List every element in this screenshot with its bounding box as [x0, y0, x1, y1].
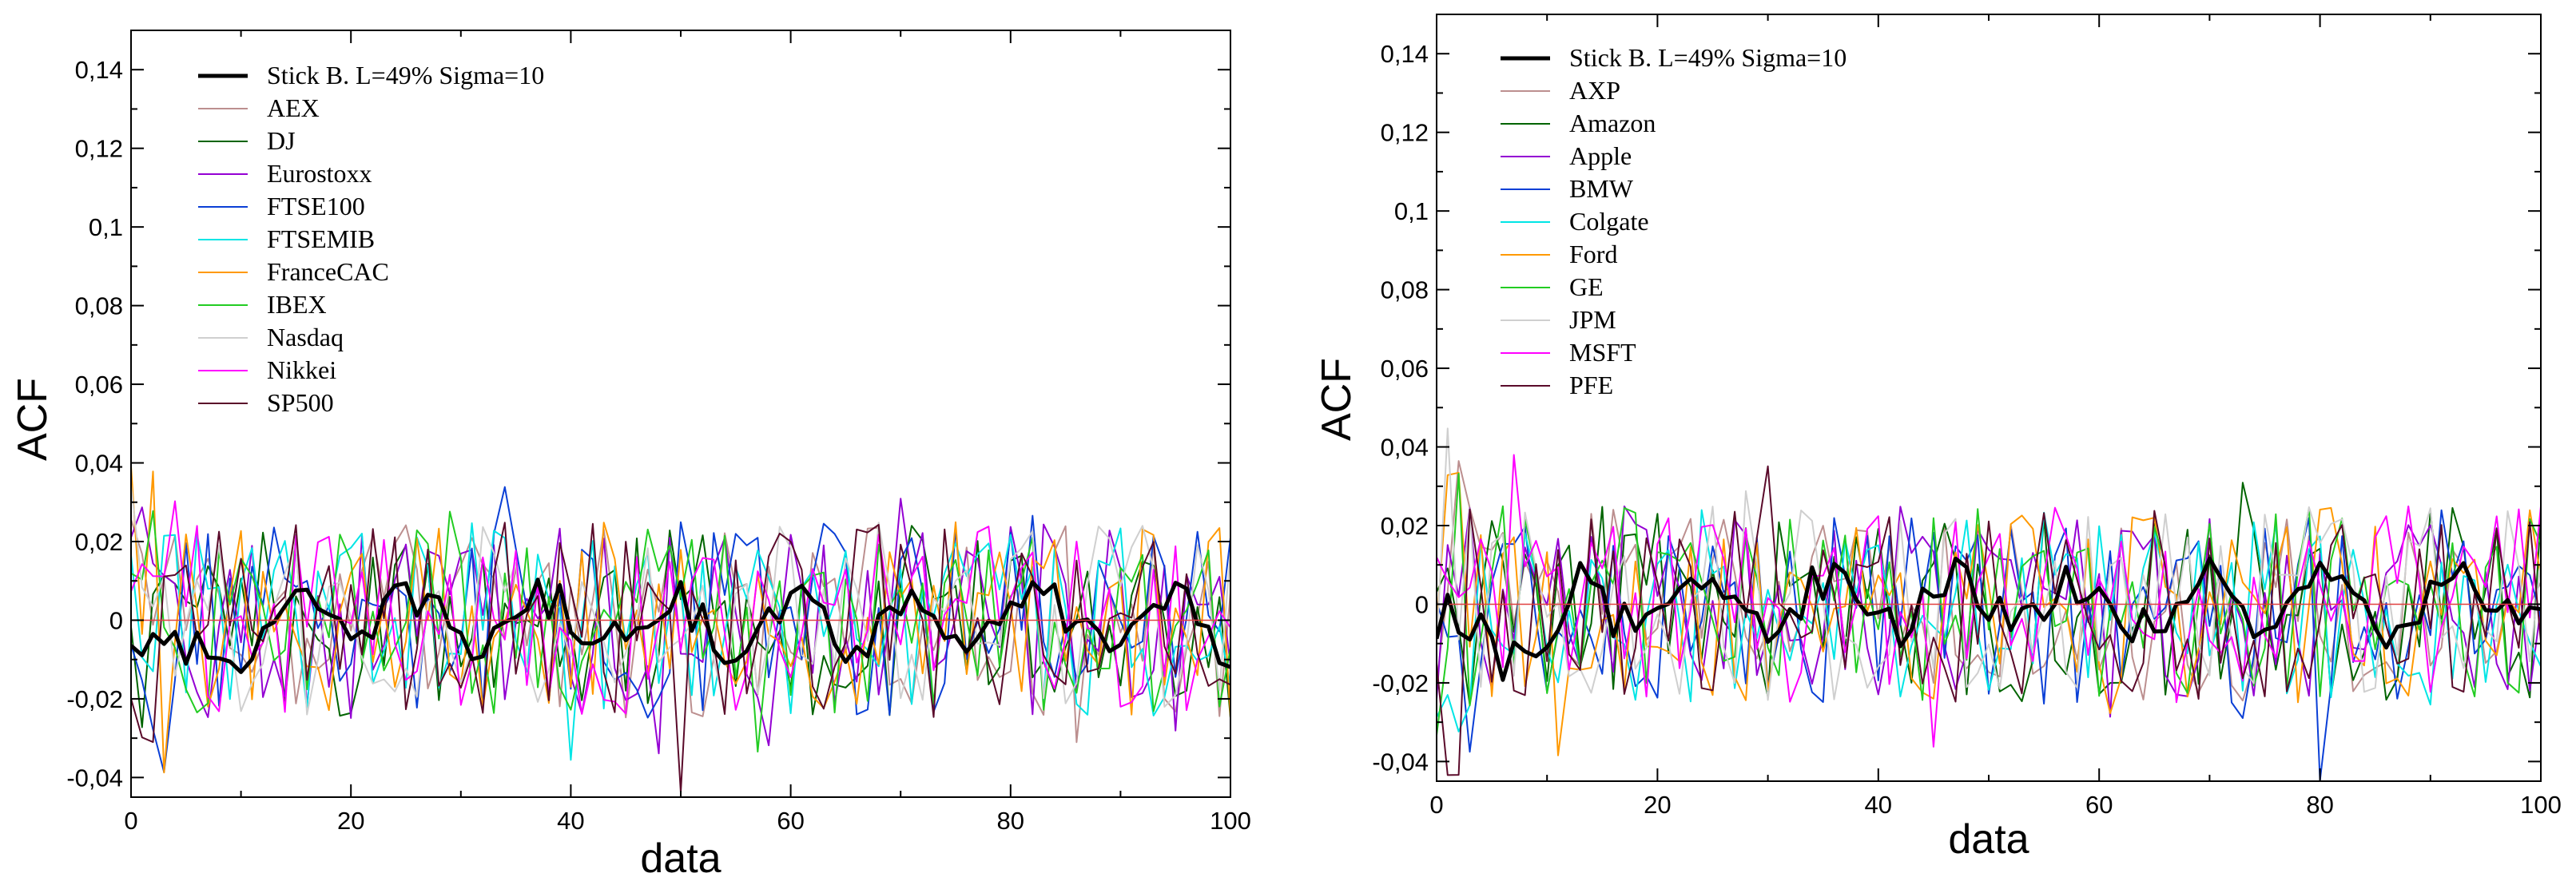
- y-tick-label: 0,14: [1381, 40, 1429, 68]
- series-line-stick-b-l-49-sigma-10: [1437, 556, 2541, 682]
- legend-label: BMW: [1569, 174, 1634, 203]
- x-tick-label: 20: [1644, 791, 1671, 819]
- x-tick-label: 40: [1865, 791, 1892, 819]
- series-line-axp: [1437, 460, 2541, 702]
- x-tick-label: 100: [1210, 807, 1251, 835]
- legend-label: Colgate: [1569, 207, 1649, 236]
- legend-label: MSFT: [1569, 338, 1636, 367]
- x-tick-label: 60: [2085, 791, 2113, 819]
- chart-1: 0 20 40 60 80 100 -0,04 -0,02 0 0,02 0,04 0,06 0,08 0…: [10, 30, 1251, 882]
- legend-label: Nikkei: [267, 355, 336, 384]
- legend-label: AXP: [1569, 76, 1620, 105]
- y-tick-label: -0,02: [1372, 669, 1429, 697]
- legend-label: GE: [1569, 272, 1604, 301]
- y-tick-label: 0,1: [1394, 197, 1429, 225]
- series-line-ge: [1437, 472, 2541, 736]
- legend-label: Eurostoxx: [267, 159, 372, 188]
- legend-label: PFE: [1569, 371, 1613, 399]
- y-tick-label: -0,02: [66, 685, 123, 713]
- y-tick-label: 0,08: [75, 292, 123, 320]
- legend-label: Stick B. L=49% Sigma=10: [267, 61, 544, 89]
- legend-label: FTSE100: [267, 192, 365, 220]
- x-axis-label: data: [1948, 816, 2029, 863]
- series-line-francecac: [131, 466, 1230, 774]
- x-tick-label: 60: [777, 807, 804, 835]
- x-tick-label: 40: [557, 807, 584, 835]
- legend-label: Amazon: [1569, 109, 1656, 137]
- legend-label: DJ: [267, 126, 296, 155]
- x-axis-label: data: [640, 835, 721, 882]
- x-tick-label: 0: [1429, 791, 1443, 819]
- y-tick-label: -0,04: [1372, 748, 1429, 776]
- legend-label: JPM: [1569, 305, 1616, 334]
- y-tick-label: 0,04: [1381, 434, 1429, 462]
- legend-label: Nasdaq: [267, 323, 344, 351]
- y-tick-label: 0,12: [75, 135, 123, 163]
- y-tick-label: 0,02: [75, 528, 123, 556]
- series-line-jpm: [1437, 427, 2541, 701]
- legend-label: Ford: [1569, 240, 1617, 268]
- y-axis-label: ACF: [10, 378, 56, 461]
- y-tick-label: 0,06: [75, 371, 123, 399]
- chart-2: 0 20 40 60 80 100 -0,04 -0,02 0 0,02 0,04 0,06 0,08 0…: [1314, 14, 2562, 863]
- y-tick-label: 0,1: [89, 213, 123, 241]
- series-traces: [131, 466, 1230, 794]
- y-tick-label: 0,02: [1381, 512, 1429, 540]
- x-tick-label: 80: [997, 807, 1024, 835]
- legend: Stick B. L=49% Sigma=10 AXP Amazon Apple BMW…: [1501, 43, 1847, 399]
- series-line-nasdaq: [131, 483, 1230, 716]
- legend-label: FranceCAC: [267, 257, 389, 286]
- x-tick-label: 80: [2306, 791, 2333, 819]
- legend: Stick B. L=49% Sigma=10 AEX DJ Eurostoxx FTS…: [198, 61, 544, 417]
- series-line-pfe: [1437, 465, 2541, 776]
- series-line-ford: [1437, 471, 2541, 756]
- legend-label: FTSEMIB: [267, 224, 375, 253]
- legend-label: SP500: [267, 388, 334, 417]
- x-tick-label: 100: [2520, 791, 2562, 819]
- y-tick-label: 0,12: [1381, 119, 1429, 147]
- y-tick-label: 0,14: [75, 56, 123, 84]
- y-tick-label: 0,06: [1381, 355, 1429, 383]
- y-tick-label: 0,04: [75, 450, 123, 478]
- legend-label: IBEX: [267, 290, 327, 319]
- y-tick-label: 0: [109, 606, 123, 634]
- legend-label: Stick B. L=49% Sigma=10: [1569, 43, 1847, 72]
- y-axis-label: ACF: [1314, 358, 1360, 441]
- series-line-nikkei: [131, 500, 1230, 715]
- series-line-stick-b-l-49-sigma-10: [131, 577, 1230, 674]
- y-tick-label: 0,08: [1381, 276, 1429, 304]
- legend-label: Apple: [1569, 141, 1632, 170]
- legend-label: AEX: [267, 93, 320, 122]
- y-tick-label: 0: [1415, 590, 1429, 618]
- x-tick-label: 0: [124, 807, 137, 835]
- y-tick-label: -0,04: [66, 764, 123, 792]
- x-tick-label: 20: [337, 807, 364, 835]
